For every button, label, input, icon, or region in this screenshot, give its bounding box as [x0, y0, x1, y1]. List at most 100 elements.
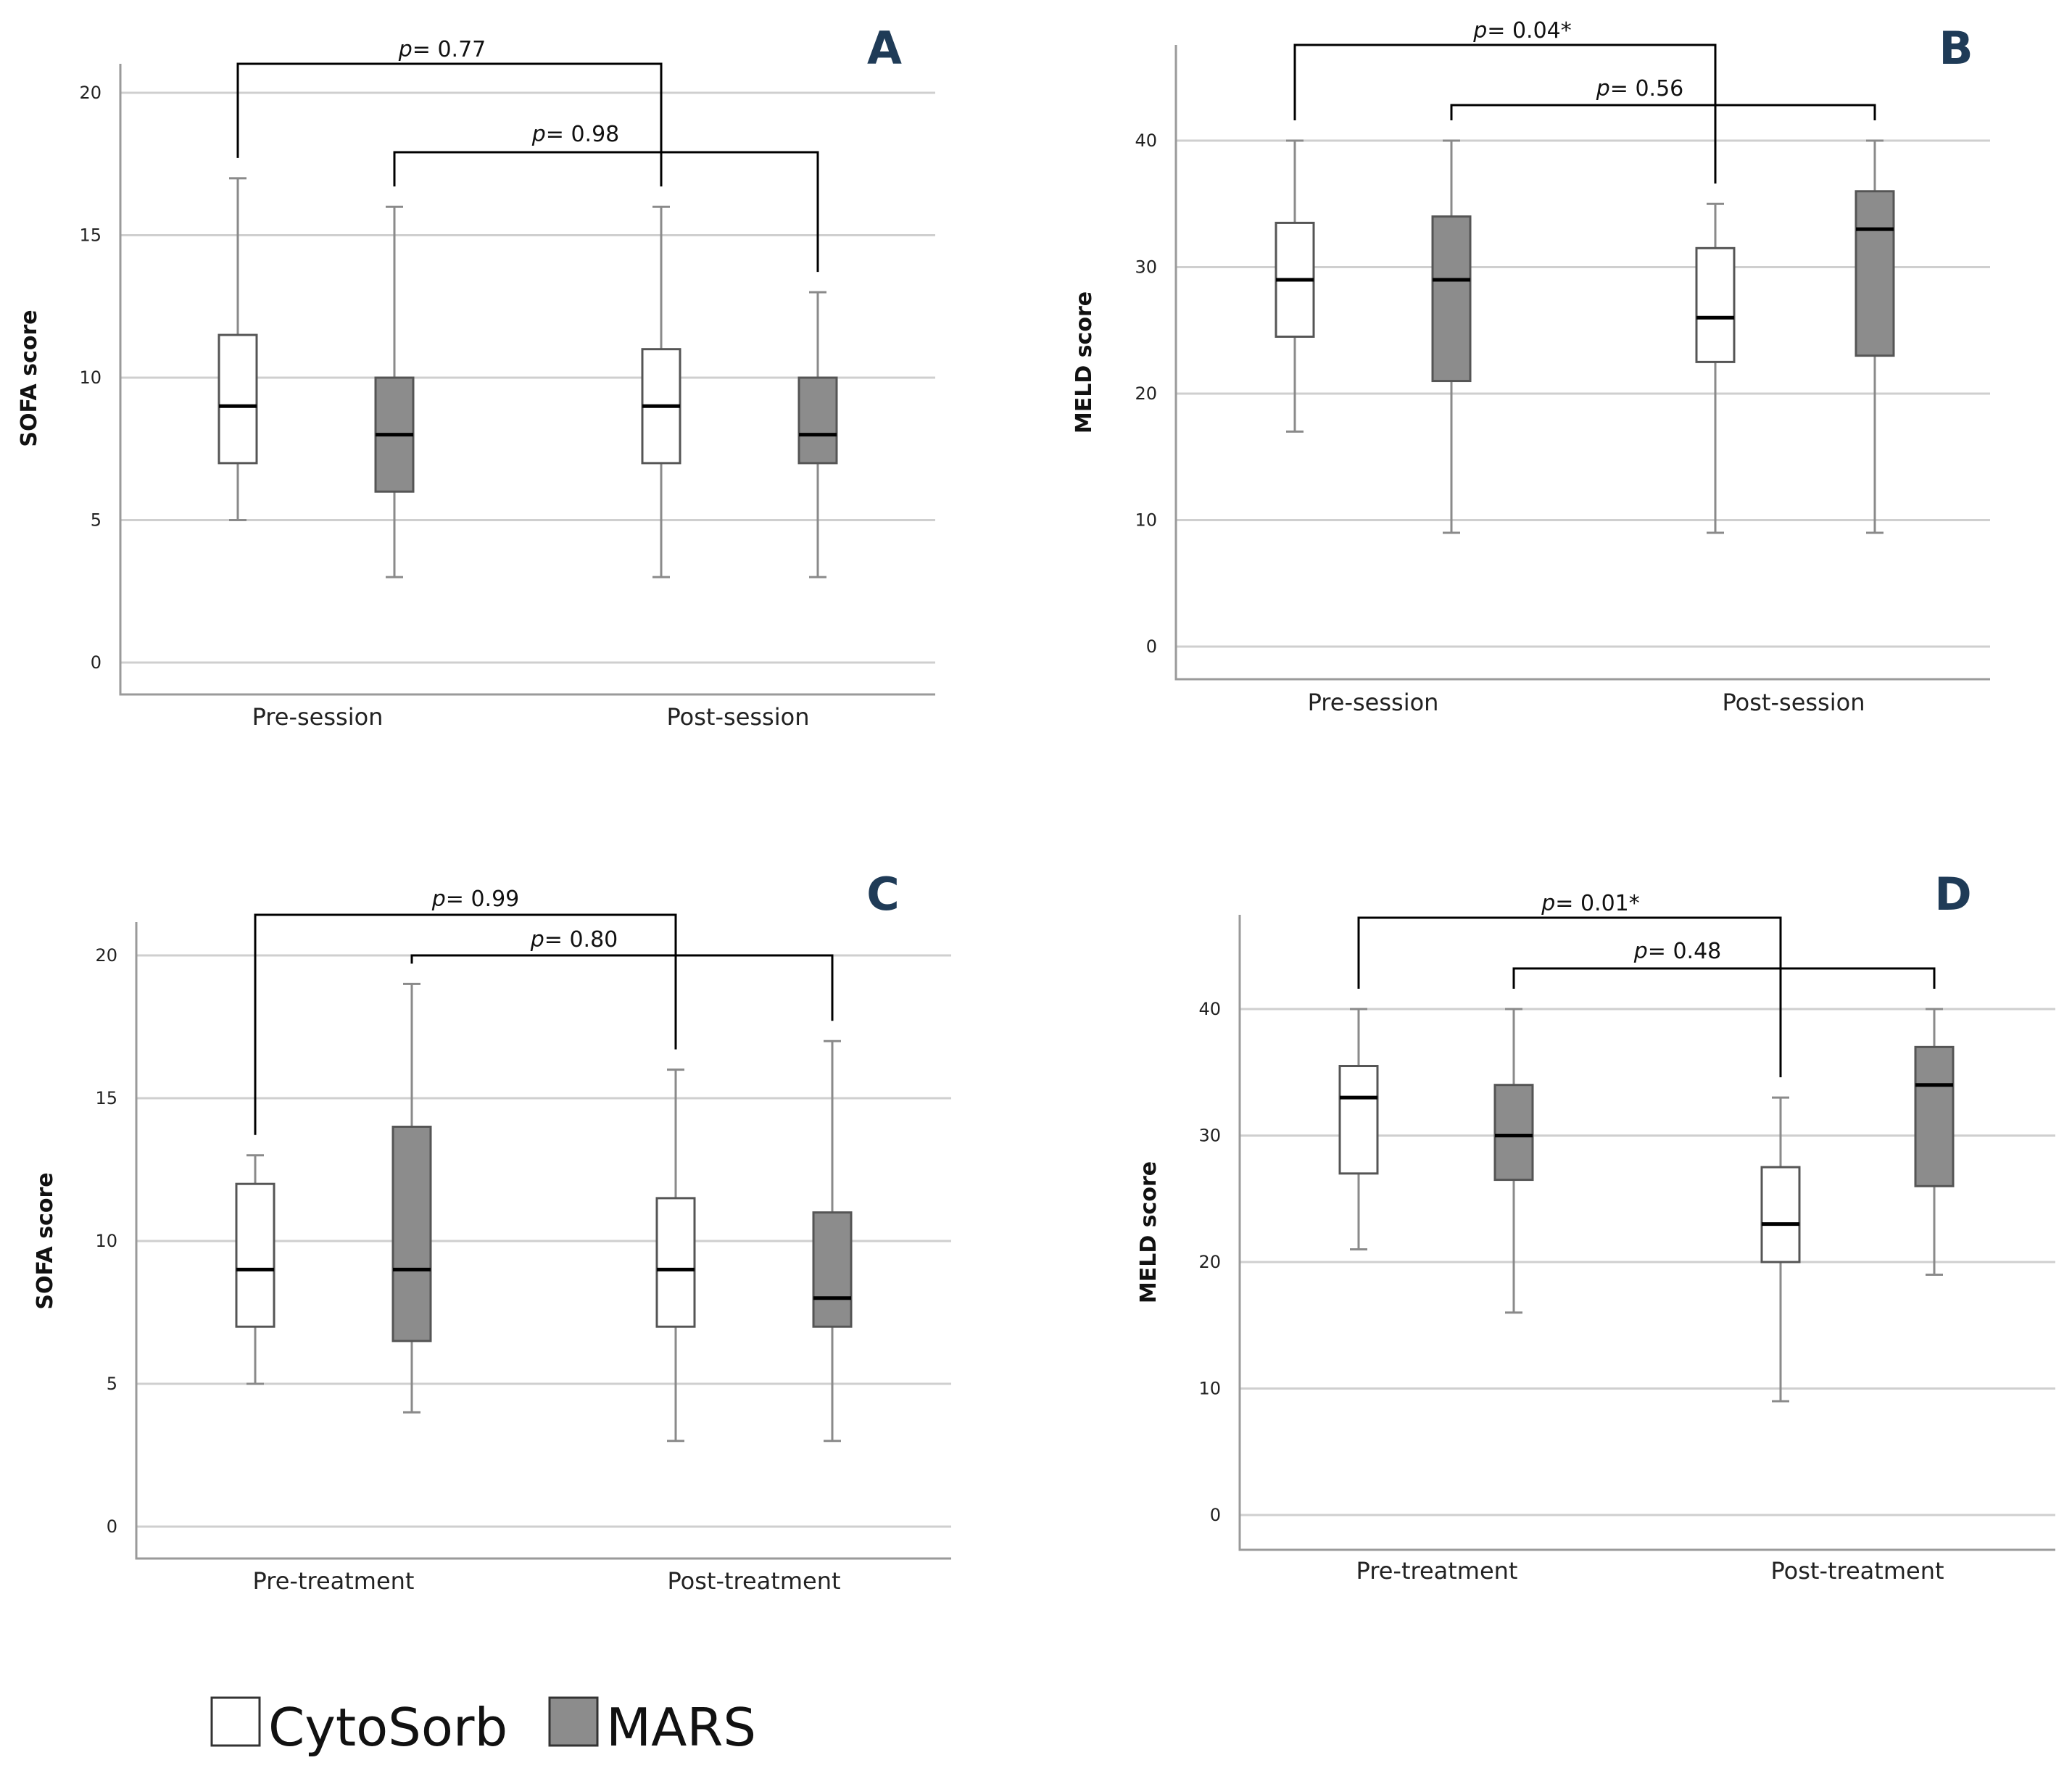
legend-swatch-mars: [548, 1696, 599, 1747]
comparison-bracket: [1512, 967, 1936, 989]
legend-label-cytosorb: CytoSorb: [268, 1697, 507, 1758]
p-value: = 0.56: [1610, 76, 1683, 101]
legend: CytoSorb MARS: [210, 1696, 756, 1758]
y-axis-title: MELD score: [1072, 291, 1097, 433]
p-value: = 0.48: [1648, 939, 1721, 964]
p-value: = 0.04*: [1487, 18, 1571, 43]
p-value: = 0.77: [413, 37, 486, 62]
y-tick-label: 0: [91, 652, 101, 673]
y-tick-label: 10: [1198, 1379, 1221, 1399]
y-tick-label: 10: [95, 1231, 117, 1251]
chart-panel-d: 0 10 20 30 40 MELD score Pre-treatment Post-tre…: [1136, 868, 2055, 1585]
iqr-box: [235, 1182, 275, 1328]
iqr-box: [217, 333, 258, 465]
p-value: = 0.80: [544, 927, 618, 953]
panel-letter: C: [866, 868, 900, 921]
box-cytosorb-1: [655, 1068, 696, 1443]
p-value-label: p= 0.99: [431, 887, 520, 912]
box-cytosorb-1: [641, 205, 681, 578]
y-tick-label: 30: [1198, 1126, 1221, 1146]
box-mars-0: [1493, 1008, 1534, 1314]
y-axis-title: SOFA score: [17, 310, 42, 447]
y-tick-label: 15: [95, 1088, 117, 1108]
panel-letter: A: [867, 22, 902, 75]
p-value: = 0.01*: [1555, 891, 1639, 916]
p-value: = 0.99: [446, 887, 519, 912]
comparison-bracket: [1357, 916, 1782, 1078]
y-tick-label: 5: [107, 1374, 117, 1394]
axis-lines: [135, 922, 951, 1560]
p-value-label: p= 0.98: [531, 122, 620, 147]
box-mars-0: [1431, 139, 1472, 534]
p-symbol: p: [1633, 939, 1648, 964]
p-value-label: p= 0.04*: [1472, 18, 1572, 43]
iqr-box: [391, 1125, 432, 1342]
iqr-box: [1855, 190, 1895, 357]
y-tick-label: 20: [1198, 1252, 1221, 1272]
y-axis-title: SOFA score: [33, 1172, 58, 1309]
y-tick-label: 20: [1135, 383, 1157, 404]
p-symbol: p: [1472, 18, 1487, 43]
p-value: = 0.98: [546, 122, 619, 147]
axis-lines: [1238, 915, 2055, 1551]
comparison-bracket: [254, 913, 677, 1135]
y-tick-label: 5: [91, 510, 101, 531]
p-value-label: p= 0.80: [530, 927, 618, 953]
box-cytosorb-1: [1760, 1096, 1801, 1403]
box-mars-1: [1914, 1008, 1955, 1276]
y-tick-label: 20: [95, 945, 117, 966]
iqr-box: [1760, 1166, 1801, 1263]
p-symbol: p: [1541, 891, 1555, 916]
box-mars-0: [374, 205, 415, 578]
chart-panel-c: 0 5 10 15 20 SOFA score Pre-treatment Post-trea…: [33, 868, 951, 1595]
p-value-label: p= 0.56: [1596, 76, 1684, 101]
box-mars-1: [812, 1039, 853, 1443]
x-category-label: Pre-session: [252, 703, 384, 731]
y-tick-label: 0: [1210, 1505, 1221, 1525]
iqr-box: [655, 1197, 696, 1328]
comparison-bracket: [236, 62, 663, 187]
iqr-box: [1493, 1084, 1534, 1182]
iqr-box: [812, 1211, 853, 1328]
p-symbol: p: [531, 122, 546, 147]
box-mars-0: [391, 982, 432, 1414]
comparison-bracket: [410, 954, 834, 1021]
iqr-box: [1914, 1045, 1955, 1187]
p-value-label: p= 0.77: [398, 37, 486, 62]
y-tick-label: 20: [79, 83, 101, 103]
panel-letter: D: [1934, 868, 1971, 921]
iqr-box: [1431, 215, 1472, 383]
p-symbol: p: [398, 37, 413, 62]
p-value-label: p= 0.01*: [1541, 891, 1640, 916]
iqr-box: [1695, 246, 1736, 363]
box-cytosorb-0: [217, 177, 258, 521]
p-symbol: p: [1596, 76, 1610, 101]
box-mars-1: [797, 291, 838, 578]
p-symbol: p: [431, 887, 446, 912]
box-mars-1: [1855, 139, 1895, 534]
axis-lines: [119, 64, 935, 696]
x-category-label: Post-treatment: [1770, 1557, 1944, 1585]
y-tick-label: 15: [79, 225, 101, 246]
p-value-label: p= 0.48: [1633, 939, 1722, 964]
x-category-label: Pre-treatment: [253, 1567, 415, 1595]
y-tick-label: 40: [1198, 999, 1221, 1019]
legend-swatch-cytosorb: [210, 1696, 261, 1747]
iqr-box: [1338, 1065, 1379, 1175]
y-tick-label: 10: [79, 368, 101, 388]
x-category-label: Post-session: [1723, 689, 1865, 716]
x-category-label: Post-treatment: [667, 1567, 840, 1595]
x-category-label: Pre-treatment: [1356, 1557, 1518, 1585]
x-category-label: Pre-session: [1308, 689, 1439, 716]
y-tick-label: 10: [1135, 510, 1157, 531]
comparison-bracket: [1293, 43, 1717, 184]
y-tick-label: 40: [1135, 130, 1157, 151]
y-tick-label: 0: [107, 1516, 117, 1537]
legend-label-mars: MARS: [606, 1697, 756, 1758]
axis-lines: [1174, 45, 1990, 681]
iqr-box: [797, 376, 838, 465]
chart-panel-a: 0 5 10 15 20 SOFA score Pre-session Post-sessio…: [17, 22, 935, 731]
box-cytosorb-0: [1275, 139, 1315, 433]
box-cytosorb-1: [1695, 202, 1736, 534]
